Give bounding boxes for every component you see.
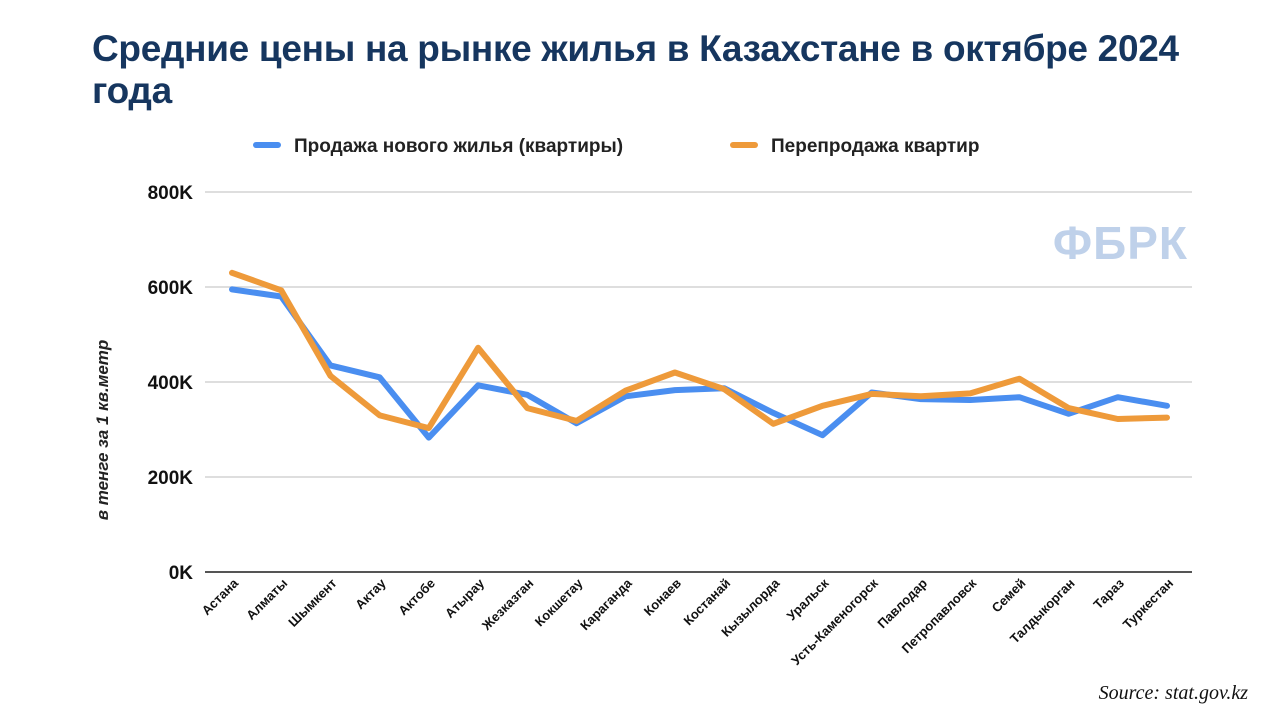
legend-label: Перепродажа квартир: [771, 136, 979, 157]
x-tick-label: Актобе: [395, 576, 438, 619]
x-tick-label: Уральск: [784, 575, 832, 623]
x-tick-label: Жезказган: [478, 576, 536, 634]
legend: Продажа нового жилья (квартиры) Перепрода…: [253, 136, 979, 157]
watermark-logo: ФБРК: [1053, 217, 1188, 269]
y-tick-label: 0K: [169, 563, 194, 584]
x-tick-label: Туркестан: [1120, 576, 1176, 632]
series-line-1: [229, 286, 1170, 441]
series-lines: [229, 269, 1170, 441]
series-line-2: [229, 269, 1170, 432]
x-tick-label: Семей: [989, 576, 1029, 616]
chart-title: Средние цены на рынке жилья в Казахстане…: [92, 28, 1179, 111]
y-axis-label: в тенге за 1 кв.метр: [93, 340, 112, 521]
y-tick-label: 600K: [148, 278, 194, 299]
y-tick-label: 800K: [148, 183, 194, 204]
y-axis-ticks: 0K 200K 400K 600K 800K: [148, 183, 194, 584]
x-tick-label: Конаев: [641, 576, 684, 619]
x-tick-label: Атырау: [442, 575, 488, 621]
x-tick-label: Алматы: [243, 576, 290, 623]
x-tick-label: Актау: [352, 575, 389, 612]
x-tick-label: Астана: [199, 575, 242, 618]
x-tick-label: Тараз: [1090, 575, 1127, 612]
x-tick-label: Костанай: [680, 576, 733, 629]
y-tick-label: 200K: [148, 468, 194, 489]
source-note: Source: stat.gov.kz: [1098, 682, 1248, 704]
y-tick-label: 400K: [148, 373, 194, 394]
x-tick-label: Шымкент: [285, 576, 339, 630]
x-tick-label: Караганда: [577, 575, 635, 633]
x-tick-label: Усть-Каменогорск: [788, 575, 881, 668]
legend-label: Продажа нового жилья (квартиры): [294, 136, 623, 157]
